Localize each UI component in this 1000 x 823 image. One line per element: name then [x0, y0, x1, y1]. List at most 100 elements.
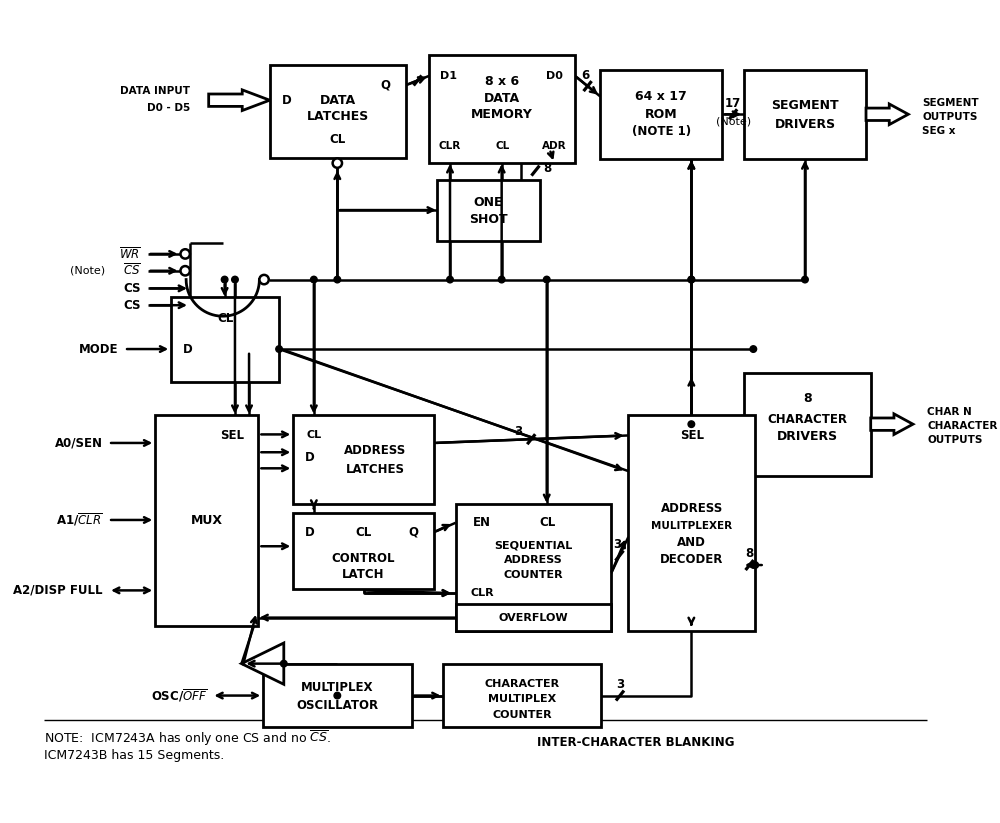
Text: (NOTE 1): (NOTE 1): [632, 125, 691, 137]
Bar: [628, 415, 755, 630]
Text: SEQUENTIAL: SEQUENTIAL: [494, 541, 572, 551]
Text: 3: 3: [514, 425, 522, 438]
Polygon shape: [866, 104, 908, 124]
Bar: [744, 70, 866, 160]
Text: (Note): (Note): [70, 266, 105, 276]
Circle shape: [259, 275, 269, 284]
Bar: [270, 64, 406, 158]
Text: CL: CL: [355, 526, 372, 539]
Text: 6: 6: [582, 69, 590, 82]
Text: MULITPLEXER: MULITPLEXER: [651, 521, 732, 531]
Circle shape: [276, 346, 282, 352]
Text: 17: 17: [725, 96, 741, 109]
Text: MULTIPLEX: MULTIPLEX: [488, 695, 556, 704]
Polygon shape: [871, 414, 913, 435]
Text: ADR: ADR: [542, 142, 567, 151]
Text: MODE: MODE: [79, 342, 119, 356]
Text: 3: 3: [614, 538, 622, 551]
Circle shape: [232, 277, 238, 283]
Text: CLR: CLR: [470, 588, 494, 598]
Text: LATCH: LATCH: [342, 568, 385, 581]
Text: CS: CS: [124, 281, 141, 295]
Text: NOTE:  ICM7243A has only one CS and no $\overline{CS}$.: NOTE: ICM7243A has only one CS and no $\…: [44, 729, 331, 748]
Text: ADDRESS: ADDRESS: [344, 444, 406, 457]
Text: DRIVERS: DRIVERS: [774, 119, 836, 131]
Text: LATCHES: LATCHES: [345, 463, 404, 476]
Circle shape: [334, 692, 341, 699]
Text: ADDRESS: ADDRESS: [661, 502, 723, 515]
Text: SEL: SEL: [680, 429, 704, 442]
Text: CHARACTER: CHARACTER: [927, 421, 997, 431]
Text: A2/DISP FULL: A2/DISP FULL: [13, 584, 103, 597]
Text: MUX: MUX: [191, 514, 223, 527]
Text: CS: CS: [124, 299, 141, 312]
Text: (Note): (Note): [716, 117, 751, 127]
Circle shape: [498, 277, 505, 283]
Bar: [456, 604, 611, 630]
Text: Q: Q: [380, 79, 390, 91]
Text: D: D: [305, 450, 315, 463]
Bar: [443, 663, 601, 728]
Bar: [437, 180, 540, 241]
Text: CONTROL: CONTROL: [332, 552, 395, 565]
Text: COUNTER: COUNTER: [493, 710, 552, 720]
Text: LATCHES: LATCHES: [307, 109, 369, 123]
Text: Q: Q: [408, 526, 418, 539]
Bar: [456, 504, 611, 630]
Text: OUTPUTS: OUTPUTS: [922, 112, 978, 122]
Circle shape: [752, 562, 758, 569]
Text: MEMORY: MEMORY: [471, 108, 533, 121]
Text: OSC/$\overline{OFF}$: OSC/$\overline{OFF}$: [151, 687, 207, 704]
Text: DATA: DATA: [484, 92, 520, 105]
Circle shape: [688, 421, 695, 427]
Text: D0 - D5: D0 - D5: [147, 103, 190, 113]
Text: $\overline{WR}$: $\overline{WR}$: [119, 246, 141, 262]
Bar: [600, 70, 722, 160]
Text: SEGMENT: SEGMENT: [771, 100, 839, 112]
Circle shape: [802, 277, 808, 283]
Text: ONE: ONE: [474, 196, 503, 209]
Text: ROM: ROM: [645, 108, 678, 121]
Text: A0/SEN: A0/SEN: [55, 436, 103, 449]
Text: D: D: [183, 342, 193, 356]
Text: D: D: [305, 526, 315, 539]
Text: SEL: SEL: [220, 429, 244, 442]
Circle shape: [688, 277, 695, 283]
Circle shape: [180, 266, 190, 276]
Circle shape: [180, 249, 190, 258]
Bar: [171, 297, 279, 382]
Circle shape: [447, 277, 453, 283]
Text: 8 x 6: 8 x 6: [485, 75, 519, 88]
Text: 8: 8: [745, 547, 754, 560]
Circle shape: [311, 277, 317, 283]
Text: 64 x 17: 64 x 17: [635, 90, 687, 103]
Polygon shape: [242, 643, 284, 684]
Text: CL: CL: [306, 430, 321, 440]
Text: SHOT: SHOT: [469, 213, 508, 226]
Text: D0: D0: [546, 71, 563, 81]
Text: D1: D1: [440, 71, 457, 81]
Bar: [744, 373, 871, 476]
Bar: [293, 514, 434, 588]
Text: CHARACTER: CHARACTER: [767, 413, 847, 426]
Text: DECODER: DECODER: [660, 553, 724, 566]
Text: OUTPUTS: OUTPUTS: [927, 435, 982, 445]
Circle shape: [334, 277, 341, 283]
Circle shape: [221, 277, 228, 283]
Text: ADDRESS: ADDRESS: [504, 556, 562, 565]
Text: OVERFLOW: OVERFLOW: [498, 612, 568, 623]
Text: DRIVERS: DRIVERS: [777, 430, 838, 443]
Bar: [155, 415, 258, 626]
Text: CHAR N: CHAR N: [927, 407, 972, 417]
Circle shape: [543, 277, 550, 283]
Circle shape: [750, 346, 757, 352]
Text: DATA INPUT: DATA INPUT: [120, 86, 190, 95]
Text: CL: CL: [539, 516, 555, 529]
Text: CL: CL: [217, 312, 233, 324]
Text: D: D: [282, 94, 291, 107]
Text: $\overline{CS}$: $\overline{CS}$: [123, 263, 141, 278]
Text: CL: CL: [495, 142, 509, 151]
Bar: [429, 55, 575, 163]
Text: A1/$\overline{CLR}$: A1/$\overline{CLR}$: [56, 512, 103, 528]
Text: CL: CL: [330, 133, 346, 146]
